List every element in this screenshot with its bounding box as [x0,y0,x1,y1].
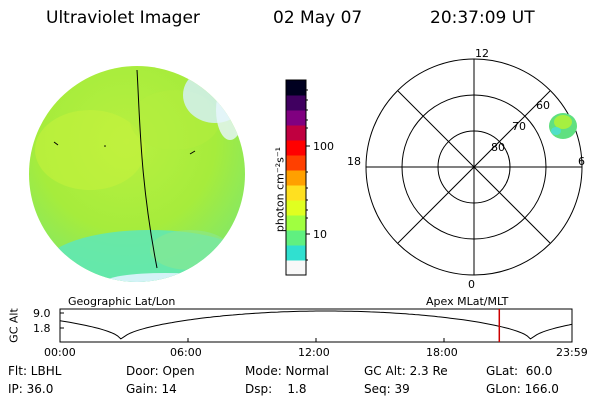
time-tick-2359: 23:59 [556,346,588,359]
colorbar-stripe [286,110,306,126]
auroral-emission-blob [549,113,577,139]
colorbar-stripe [286,140,306,156]
colorbar-stripe [286,200,306,216]
apex-coord-title: Apex MLat/MLT [426,295,509,308]
colorbar-tick-100: 100 [313,140,334,153]
colorbar-tick-10: 10 [313,228,327,241]
info-gain: Gain: 14 [126,382,177,396]
info-gc-alt: GC Alt: 2.3 Re [364,364,448,378]
mlt-label-6: 6 [578,155,585,168]
info-glat: GLat: 60.0 [486,364,553,378]
lat-label-60: 60 [536,99,550,112]
info-filter: Flt: LBHL [8,364,62,378]
lat-label-80: 80 [491,141,505,154]
time-label: 20:37:09 UT [430,8,535,28]
alt-tick-1-8: 1.8 [33,322,51,335]
polar-mlt-plot [365,58,583,276]
colorbar-stripe [286,170,306,186]
time-tick-1200: 12:00 [298,346,330,359]
mlt-label-18: 18 [347,155,361,168]
info-ip: IP: 36.0 [8,382,54,396]
colorbar-stripe [286,215,306,231]
alt-tick-9: 9.0 [33,307,51,320]
info-mode: Mode: Normal [245,364,329,378]
lat-label-70: 70 [512,120,526,133]
colorbar-stripe [286,125,306,141]
time-tick-0000: 00:00 [44,346,76,359]
colorbar [285,79,310,276]
colorbar-stripe [286,260,306,276]
instrument-title: Ultraviolet Imager [46,8,200,28]
date-label: 02 May 07 [273,8,363,28]
colorbar-stripe [286,95,306,111]
gc-alt-axis-label: GC Alt [7,308,21,343]
colorbar-unit-label: photon cm⁻²s⁻¹ [273,146,287,233]
colorbar-stripe [286,80,306,96]
altitude-panel [59,308,573,343]
time-tick-0600: 06:00 [170,346,202,359]
time-tick-1800: 18:00 [426,346,458,359]
earth-disk-image [29,66,245,282]
info-seq: Seq: 39 [364,382,410,396]
colorbar-stripe [286,230,306,246]
geo-coord-title: Geographic Lat/Lon [68,295,176,308]
info-door: Door: Open [126,364,195,378]
mlt-label-12: 12 [475,47,489,60]
info-dsp: Dsp: 1.8 [245,382,307,396]
mlt-label-0: 0 [468,278,475,291]
info-glon: GLon: 166.0 [486,382,559,396]
colorbar-stripe [286,155,306,171]
colorbar-stripe [286,185,306,201]
colorbar-stripe [286,245,306,261]
